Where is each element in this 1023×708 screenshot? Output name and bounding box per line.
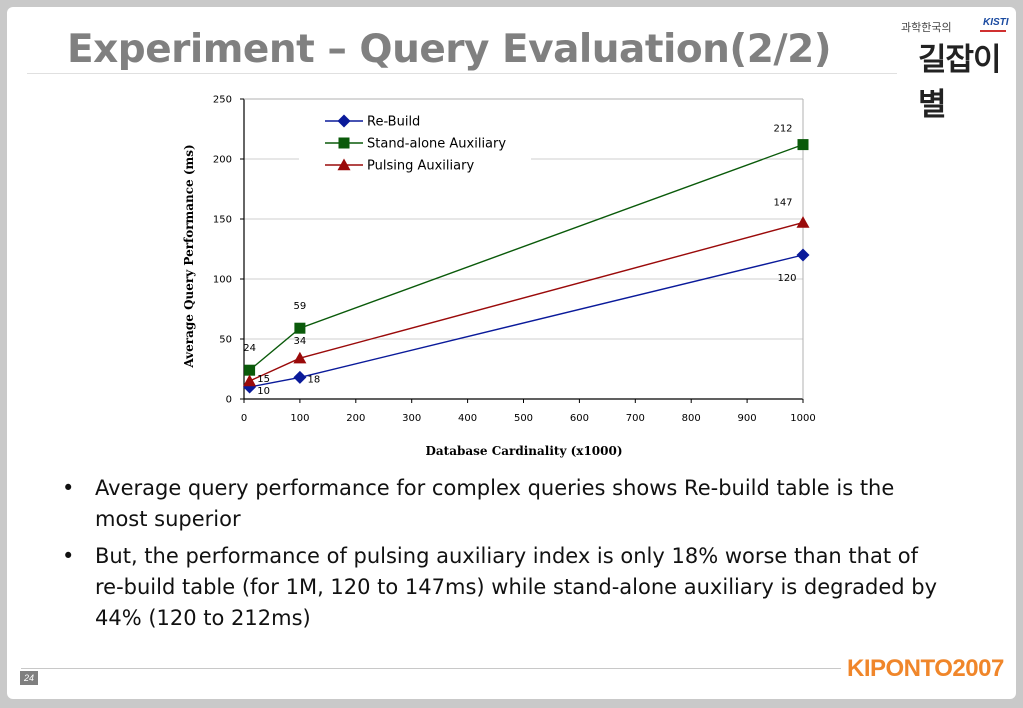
x-tick-label: 400 <box>458 413 477 424</box>
legend-label: Pulsing Auxiliary <box>367 159 474 174</box>
footer-divider <box>21 668 841 669</box>
data-point <box>243 374 257 387</box>
data-point <box>244 364 256 376</box>
data-point <box>797 139 809 151</box>
legend-label: Re-Build <box>367 115 420 130</box>
data-label: 212 <box>773 124 792 135</box>
bullet-text: But, the performance of pulsing auxiliar… <box>95 544 938 630</box>
bullet-item: • But, the performance of pulsing auxili… <box>57 541 937 634</box>
data-label: 18 <box>308 374 321 385</box>
x-tick-label: 900 <box>738 413 757 424</box>
data-label: 120 <box>777 273 796 284</box>
x-tick-label: 600 <box>570 413 589 424</box>
data-point <box>796 216 810 228</box>
logo-wordmark: 길잡이별 <box>918 42 1002 123</box>
y-tick-label: 150 <box>213 215 232 226</box>
legend-marker <box>337 114 351 128</box>
x-tick-label: 800 <box>682 413 701 424</box>
title-divider <box>27 73 897 74</box>
x-tick-label: 100 <box>290 413 309 424</box>
kisti-logo: 과학한국의 길잡이별 KISTI <box>892 13 1010 123</box>
data-point <box>293 351 307 364</box>
logo-tagline: 과학한국의 <box>901 21 952 34</box>
data-label: 147 <box>773 198 792 209</box>
series-line <box>249 254 804 388</box>
kisti-badge-underline <box>980 30 1006 32</box>
legend-marker <box>338 137 350 149</box>
x-axis-label: Database Cardinality (x1000) <box>425 444 622 458</box>
bullet-list: • Average query performance for complex … <box>57 473 937 640</box>
data-point <box>294 322 306 334</box>
data-label: 24 <box>243 343 256 354</box>
series-line <box>249 143 804 371</box>
data-label: 34 <box>294 336 307 347</box>
data-point <box>796 248 810 262</box>
bullet-dot: • <box>62 544 75 568</box>
x-tick-label: 500 <box>514 413 533 424</box>
chart-data-labels: 10 18 120 24 59 212 15 34 147 <box>243 124 796 397</box>
data-label: 10 <box>257 386 270 397</box>
series-line <box>249 221 804 382</box>
line-chart: 0 50 100 150 200 250 0 100 200 300 400 500 600 700 800… <box>182 95 816 459</box>
brand-logo: KIPONTO2007 <box>847 655 1004 682</box>
y-axis-label: Average Query Performance (ms) <box>182 144 196 368</box>
data-point <box>293 370 307 384</box>
page-title: Experiment – Query Evaluation(2/2) <box>67 27 832 72</box>
data-label: 15 <box>257 374 270 385</box>
legend-marker <box>337 158 351 171</box>
x-tick-label: 300 <box>402 413 421 424</box>
bullet-dot: • <box>62 476 75 500</box>
kisti-badge: KISTI <box>983 17 1009 28</box>
bullet-text: Average query performance for complex qu… <box>95 476 895 531</box>
x-tick-label: 700 <box>626 413 645 424</box>
x-tick-label: 200 <box>346 413 365 424</box>
y-tick-label: 200 <box>213 155 232 166</box>
y-tick-label: 250 <box>213 95 232 106</box>
y-tick-label: 100 <box>213 275 232 286</box>
y-tick-label: 0 <box>226 395 232 406</box>
slide: Experiment – Query Evaluation(2/2) 과학한국의… <box>7 7 1016 699</box>
bullet-item: • Average query performance for complex … <box>57 473 937 535</box>
chart-series <box>243 139 810 394</box>
page-number: 24 <box>20 671 38 685</box>
x-tick-label: 1000 <box>790 413 815 424</box>
chart-legend: Re-Build Stand-alone Auxiliary Pulsing Aux… <box>299 109 531 177</box>
y-tick-label: 50 <box>219 335 232 346</box>
x-tick-label: 0 <box>241 413 247 424</box>
legend-label: Stand-alone Auxiliary <box>367 137 506 152</box>
data-label: 59 <box>294 301 307 312</box>
